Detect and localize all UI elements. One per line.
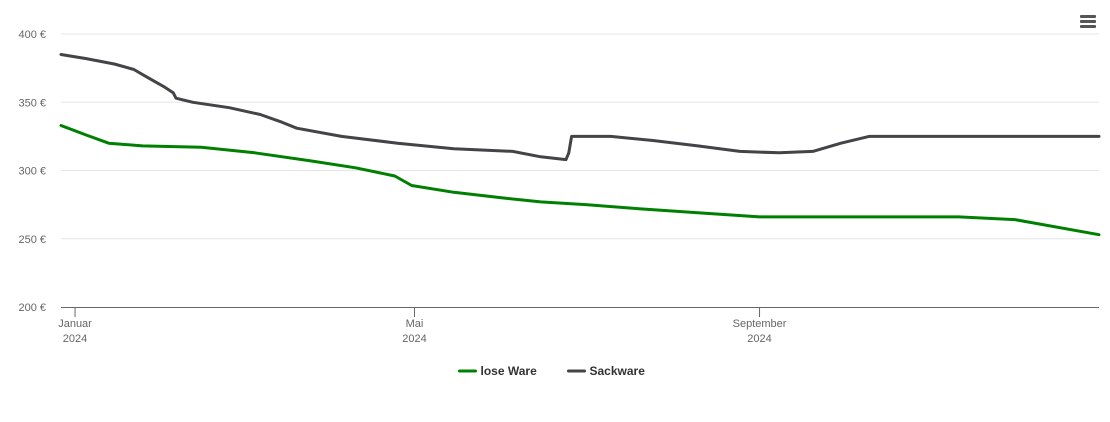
legend-item[interactable]: lose Ware [458, 364, 538, 378]
grid [61, 33, 1099, 240]
legend[interactable]: lose Ware Sackware [458, 364, 646, 378]
y-tick-label: 250 € [18, 234, 46, 246]
x-tick-label: Mai [406, 318, 424, 330]
y-tick-label: 400 € [18, 29, 46, 41]
x-axis: Januar 2024 Mai 2024 September 2024 [58, 307, 1099, 345]
x-tick-year-label: 2024 [63, 333, 87, 345]
legend-label: Sackware [590, 364, 646, 378]
x-tick-label: September [733, 318, 787, 330]
x-tick-label: Januar [58, 318, 92, 330]
y-tick-label: 350 € [18, 97, 46, 109]
series-lines [59, 53, 1101, 237]
y-tick-label: 300 € [18, 166, 46, 178]
y-axis: 400 € 350 € 300 € 250 € 200 € [18, 29, 46, 314]
series-line-sackware [59, 53, 1101, 162]
x-tick-year-label: 2024 [747, 333, 771, 345]
legend-item[interactable]: Sackware [567, 364, 646, 378]
legend-label: lose Ware [481, 364, 538, 378]
hamburger-menu-icon[interactable] [1076, 10, 1100, 32]
y-tick-label: 200 € [18, 302, 46, 314]
x-tick-year-label: 2024 [402, 333, 426, 345]
series-line-lose-ware [59, 124, 1101, 237]
